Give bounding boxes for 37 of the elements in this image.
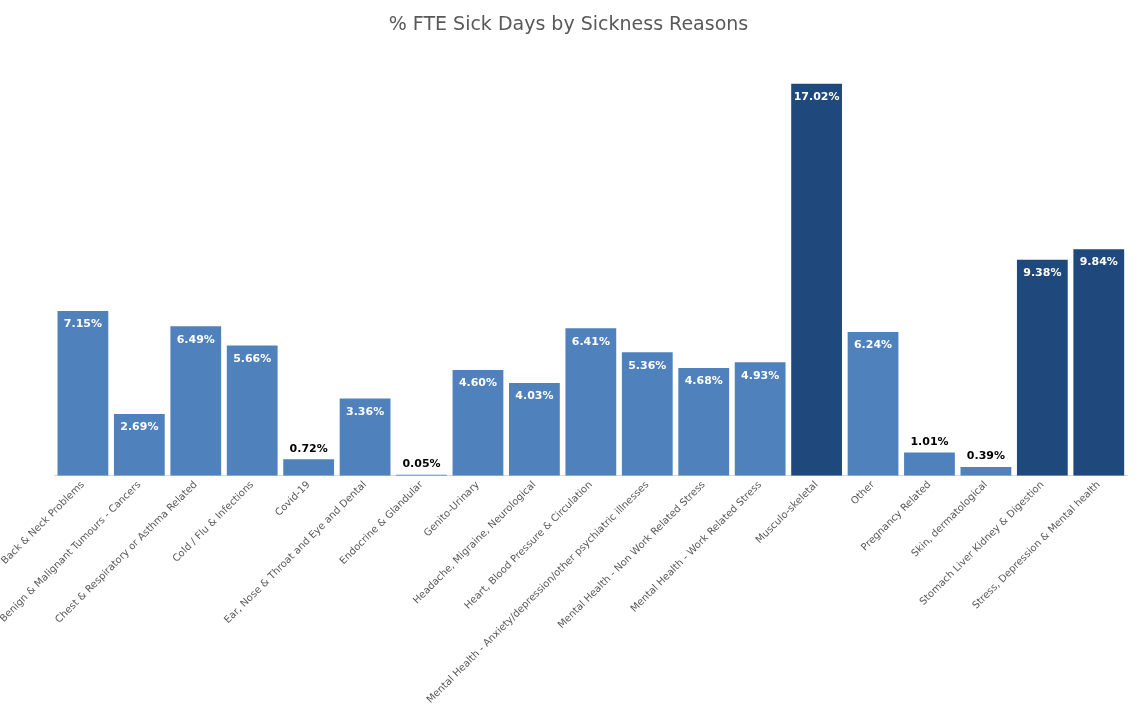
data-label: 5.36% (628, 358, 667, 372)
bar (452, 369, 504, 476)
bar (565, 328, 617, 476)
bar (170, 326, 222, 476)
chart-title: % FTE Sick Days by Sickness Reasons (387, 12, 750, 36)
data-label: 7.15% (63, 317, 102, 331)
bar (847, 332, 899, 476)
data-label: 0.05% (402, 457, 441, 471)
bar (113, 413, 165, 476)
bar (904, 452, 955, 476)
data-label: 0.72% (289, 441, 328, 455)
bar (791, 83, 842, 476)
bar (1073, 249, 1125, 476)
bar (621, 352, 673, 476)
bar (734, 362, 786, 476)
bar (509, 383, 560, 476)
data-label: 3.36% (346, 404, 385, 418)
data-label: 6.24% (853, 338, 893, 352)
data-label: 4.03% (515, 389, 554, 403)
bar (57, 311, 109, 476)
bar (226, 345, 278, 476)
bar (678, 368, 730, 476)
data-label: 6.41% (571, 334, 610, 348)
bar (1016, 259, 1068, 476)
data-label: 5.66% (233, 351, 272, 365)
data-label: 4.60% (458, 376, 498, 390)
data-label: 1.01% (910, 434, 949, 448)
bar (283, 459, 335, 476)
data-label: 4.93% (741, 368, 780, 382)
data-label: 2.69% (120, 420, 159, 434)
data-label: 17.02% (793, 90, 840, 104)
data-label: 6.49% (176, 332, 215, 346)
bar (339, 398, 391, 476)
data-label: 9.84% (1079, 255, 1118, 269)
data-label: 9.38% (1023, 266, 1062, 280)
data-label: 0.39% (966, 449, 1005, 463)
data-label: 4.68% (684, 374, 723, 388)
